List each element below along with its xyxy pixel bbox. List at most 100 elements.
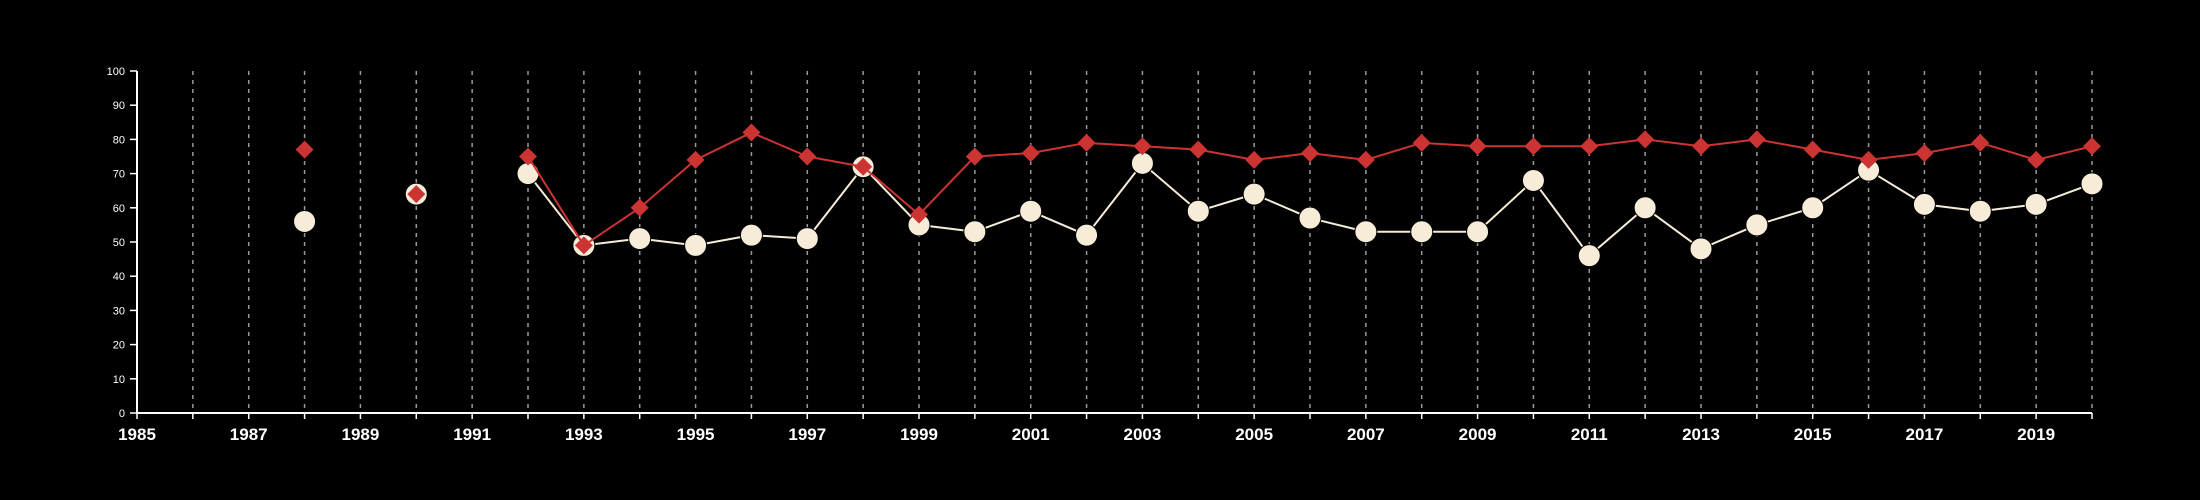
series-line-segment <box>1476 179 1535 233</box>
x-tick-label: 1999 <box>900 425 938 444</box>
series-line-segment <box>639 159 697 209</box>
x-tick-label: 2019 <box>2017 425 2055 444</box>
data-point-circle <box>1354 220 1378 244</box>
series-line-segment <box>751 131 808 158</box>
data-point-circle <box>628 227 652 251</box>
data-point-diamond <box>1356 150 1375 169</box>
series-line-segment <box>1924 141 1981 155</box>
x-tick-label: 2015 <box>1794 425 1832 444</box>
data-point-circle <box>2080 172 2104 196</box>
data-point-circle <box>963 220 987 244</box>
data-point-circle <box>1242 182 1266 206</box>
series-line-segment <box>1868 152 1925 161</box>
data-point-circle <box>2024 192 2048 216</box>
x-tick-label: 2003 <box>1124 425 1162 444</box>
y-tick-label: 50 <box>113 237 125 249</box>
series-line-segment <box>1589 138 1646 148</box>
y-tick-label: 20 <box>113 340 125 352</box>
data-point-diamond <box>1859 150 1878 169</box>
series-diamond <box>295 123 2101 255</box>
x-tick-label: 1993 <box>565 425 603 444</box>
data-point-diamond <box>1803 140 1822 159</box>
x-tick-label: 2011 <box>1571 425 1608 444</box>
data-point-diamond <box>742 123 761 142</box>
data-point-diamond <box>1915 144 1934 163</box>
data-point-circle <box>1577 244 1601 268</box>
series-line-segment <box>1756 138 1813 151</box>
data-point-diamond <box>1189 140 1208 159</box>
data-point-circle <box>1186 199 1210 223</box>
x-tick-label: 1995 <box>677 425 715 444</box>
series-line-segment <box>974 152 1031 158</box>
data-point-diamond <box>1524 137 1543 156</box>
x-tick-label: 1985 <box>118 425 156 444</box>
data-point-circle <box>1912 192 1936 216</box>
x-tick-label: 2007 <box>1347 425 1385 444</box>
data-point-diamond <box>1971 133 1990 152</box>
series-line-segment <box>2035 145 2093 161</box>
series-line-segment <box>695 131 752 161</box>
data-point-circle <box>1410 220 1434 244</box>
data-point-circle <box>1130 151 1154 175</box>
data-point-diamond <box>1245 150 1264 169</box>
y-tick-label: 100 <box>107 66 125 78</box>
data-point-circle <box>293 209 317 233</box>
series-line-segment <box>1309 152 1366 161</box>
y-tick-label: 80 <box>113 134 125 146</box>
series-line-segment <box>1086 141 1143 148</box>
series-line-segment <box>1030 141 1087 155</box>
data-point-diamond <box>965 147 984 166</box>
series-line-segment <box>1644 206 1702 250</box>
data-point-circle <box>739 223 763 247</box>
data-point-circle <box>516 162 540 186</box>
data-point-diamond <box>1580 137 1599 156</box>
x-tick-label: 1989 <box>342 425 380 444</box>
data-point-diamond <box>1412 133 1431 152</box>
series-line-segment <box>1198 148 1255 161</box>
data-point-diamond <box>1636 130 1655 149</box>
data-point-diamond <box>295 140 314 159</box>
series-line-segment <box>583 206 641 247</box>
data-point-diamond <box>1747 130 1766 149</box>
data-point-diamond <box>2027 150 2046 169</box>
data-point-diamond <box>1077 133 1096 152</box>
series-line-segment <box>1142 145 1199 151</box>
data-point-circle <box>1689 237 1713 261</box>
y-tick-label: 10 <box>113 374 125 386</box>
x-tick-label: 2005 <box>1235 425 1273 444</box>
x-tick-label: 1987 <box>230 425 268 444</box>
y-tick-label: 90 <box>113 100 125 112</box>
y-tick-label: 60 <box>113 203 125 215</box>
data-point-circle <box>795 227 819 251</box>
data-point-diamond <box>686 150 705 169</box>
data-point-circle <box>1019 199 1043 223</box>
series-line-segment <box>1141 162 1199 212</box>
data-point-diamond <box>630 198 649 217</box>
series-line-segment <box>1700 138 1757 148</box>
series-line-segment <box>1085 162 1144 236</box>
y-tick-label: 70 <box>113 169 125 181</box>
series-line-segment <box>1254 152 1311 161</box>
data-point-circle <box>1075 223 1099 247</box>
data-point-diamond <box>1301 144 1319 163</box>
x-tick-label: 2013 <box>1682 425 1720 444</box>
series-line-segment <box>807 155 864 168</box>
data-point-diamond <box>854 157 873 176</box>
data-point-circle <box>1633 196 1657 220</box>
y-tick-label: 30 <box>113 305 125 317</box>
y-tick-label: 0 <box>119 408 125 420</box>
y-tick-label: 40 <box>113 271 125 283</box>
series-line-segment <box>1532 179 1591 257</box>
series-line-segment <box>1421 141 1478 148</box>
data-point-circle <box>1801 196 1825 220</box>
series-line-segment <box>1645 138 1702 148</box>
data-point-diamond <box>2083 137 2101 156</box>
series-line-segment <box>862 166 920 226</box>
data-point-circle <box>684 233 708 257</box>
data-point-circle <box>1968 199 1992 223</box>
series-line-segment <box>1365 141 1423 161</box>
series-line-segment <box>918 155 976 216</box>
series-line-segment <box>527 155 585 246</box>
